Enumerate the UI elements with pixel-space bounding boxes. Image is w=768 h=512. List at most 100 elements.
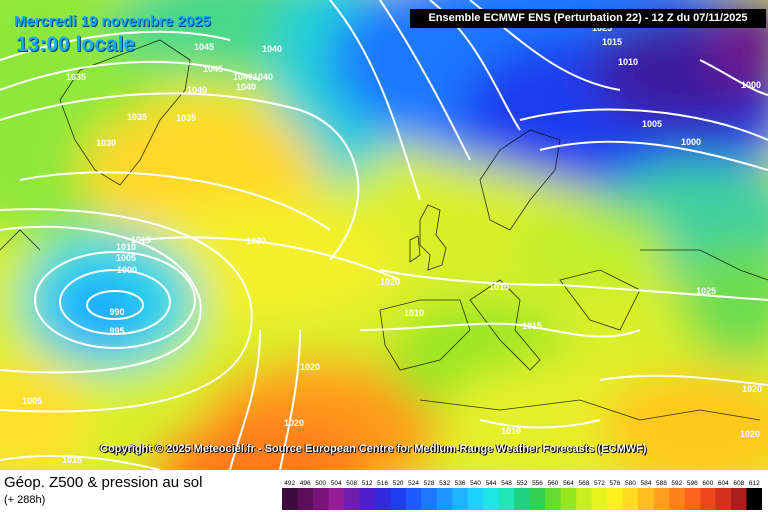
legend-tick-label: 508: [346, 480, 357, 487]
legend-swatch: [529, 488, 546, 510]
pressure-label: 1030: [96, 138, 116, 148]
pressure-label: 1005: [642, 119, 662, 129]
isobars: [0, 0, 768, 470]
pressure-label: 1015: [62, 455, 82, 465]
pressure-label: 990: [109, 307, 124, 317]
legend-swatch: [343, 488, 360, 510]
legend-swatch: [359, 488, 376, 510]
legend-swatch: [638, 488, 654, 510]
legend-tick-label: 592: [671, 480, 682, 487]
legend-tick-label: 520: [393, 480, 404, 487]
legend-tick-label: 532: [439, 480, 450, 487]
legend-tick-label: 528: [424, 480, 435, 487]
legend-swatch: [498, 488, 515, 510]
legend-swatch: [746, 488, 762, 510]
pressure-label: 1040: [236, 82, 256, 92]
legend-swatch: [576, 488, 592, 510]
legend-tick-label: 560: [548, 480, 559, 487]
pressure-label: 1020: [380, 277, 400, 287]
legend-swatch: [374, 488, 391, 510]
pressure-label: 1035: [127, 112, 147, 122]
legend-tick-label: 524: [408, 480, 419, 487]
pressure-label: 1015: [602, 37, 622, 47]
pressure-label: 1005: [22, 396, 42, 406]
legend-tick-label: 492: [284, 480, 295, 487]
legend-tick-label: 580: [625, 480, 636, 487]
pressure-label: 1040: [253, 72, 273, 82]
variable-title: Géop. Z500 & pression au sol: [4, 474, 203, 491]
color-legend: 492 496 500 504 508 512 516 520 524 528 532 536 540 5…: [282, 480, 762, 510]
legend-tick-label: 600: [702, 480, 713, 487]
pressure-label: 1020: [284, 418, 304, 428]
legend-swatch: [436, 488, 453, 510]
legend-tick-label: 544: [486, 480, 497, 487]
legend-tick-label: 604: [718, 480, 729, 487]
model-run-banner: Ensemble ECMWF ENS (Perturbation 22) - 1…: [410, 9, 766, 28]
legend-swatch: [669, 488, 685, 510]
legend-tick-label: 496: [300, 480, 311, 487]
pressure-label: 1015: [131, 235, 151, 245]
pressure-label: 1020: [742, 384, 762, 394]
legend-tick-label: 596: [687, 480, 698, 487]
pressure-label: 1015: [489, 282, 509, 292]
coastlines: [0, 39, 768, 421]
legend-swatch: [328, 488, 345, 510]
legend-swatch: [452, 488, 469, 510]
legend-tick-label: 568: [578, 480, 589, 487]
copyright-notice: Copyright © 2025 Meteociel.fr - Source E…: [100, 443, 647, 455]
legend-swatch: [715, 488, 732, 510]
pressure-label: 1045: [194, 42, 214, 52]
pressure-label: 1015: [522, 321, 542, 331]
legend-swatch: [622, 488, 639, 510]
pressure-label: 1000: [741, 80, 761, 90]
legend-swatch: [390, 488, 407, 510]
pressure-label: 1040: [233, 72, 253, 82]
legend-tick-label: 548: [501, 480, 512, 487]
legend-swatch: [282, 488, 298, 510]
legend-swatch: [483, 488, 500, 510]
legend-swatch: [514, 488, 531, 510]
pressure-label: 1020: [300, 362, 320, 372]
legend-tick-label: 572: [594, 480, 605, 487]
pressure-label: 1035: [176, 113, 196, 123]
pressure-label: 995: [109, 326, 124, 336]
legend-swatch: [313, 488, 329, 510]
pressure-label: 1010: [116, 242, 136, 252]
legend-tick-label: 588: [656, 480, 667, 487]
legend-swatch: [560, 488, 577, 510]
legend-tick-label: 608: [733, 480, 744, 487]
pressure-label: 1010: [501, 426, 521, 436]
legend-tick-label: 536: [455, 480, 466, 487]
legend-swatch: [731, 488, 747, 510]
forecast-date: Mercredi 19 novembre 2025: [14, 13, 211, 30]
legend-tick-label: 576: [609, 480, 620, 487]
pressure-label: 1010: [404, 308, 424, 318]
pressure-label: 1020: [740, 429, 760, 439]
legend-swatch: [297, 488, 314, 510]
legend-swatch: [591, 488, 608, 510]
pressure-label: 1025: [696, 286, 716, 296]
pressure-label: 1005: [116, 253, 136, 263]
legend-tick-label: 556: [532, 480, 543, 487]
lead-time: (+ 288h): [4, 494, 46, 506]
pressure-label: 1000: [117, 265, 137, 275]
pressure-label: 1045: [203, 64, 223, 74]
legend-tick-label: 516: [377, 480, 388, 487]
legend-swatch: [607, 488, 623, 510]
pressure-label: 1030: [246, 236, 266, 246]
pressure-label: 1035: [66, 72, 86, 82]
legend-swatch: [405, 488, 422, 510]
legend-swatch: [545, 488, 561, 510]
legend-tick-label: 552: [517, 480, 528, 487]
legend-swatch: [684, 488, 701, 510]
forecast-local-time: 13:00 locale: [16, 33, 136, 56]
pressure-label: 1010: [618, 57, 638, 67]
pressure-label: 1040: [262, 44, 282, 54]
legend-tick-label: 504: [331, 480, 342, 487]
legend-swatch: [700, 488, 716, 510]
legend-tick-label: 612: [749, 480, 760, 487]
legend-swatch: [421, 488, 438, 510]
pressure-label: 1025: [592, 23, 612, 33]
legend-tick-label: 540: [470, 480, 481, 487]
